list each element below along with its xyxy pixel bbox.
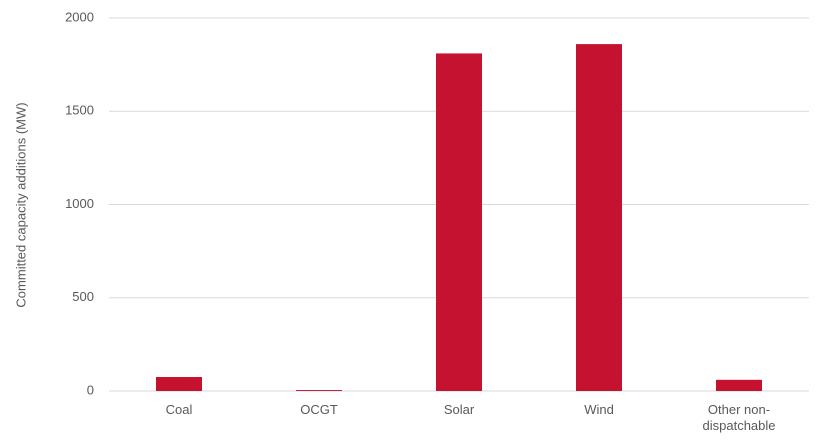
x-tick-label: Wind — [584, 402, 614, 417]
y-tick-label: 1500 — [65, 103, 94, 118]
y-tick-label: 0 — [87, 382, 94, 397]
bar — [436, 53, 482, 392]
x-tick-label: Coal — [165, 402, 193, 417]
y-tick-label: 1000 — [65, 196, 94, 211]
bar — [156, 377, 202, 391]
y-axis-title: Committed capacity additions (MW) — [13, 102, 28, 307]
x-tick-label: Solar — [443, 402, 475, 417]
bar — [296, 390, 342, 391]
bar — [576, 44, 622, 392]
bar — [716, 379, 762, 391]
y-tick-label: 500 — [72, 289, 94, 304]
x-tick-label: Other non-dispatchable — [702, 402, 776, 433]
y-tick-label: 2000 — [65, 9, 94, 24]
x-tick-label: OCGT — [300, 402, 338, 417]
